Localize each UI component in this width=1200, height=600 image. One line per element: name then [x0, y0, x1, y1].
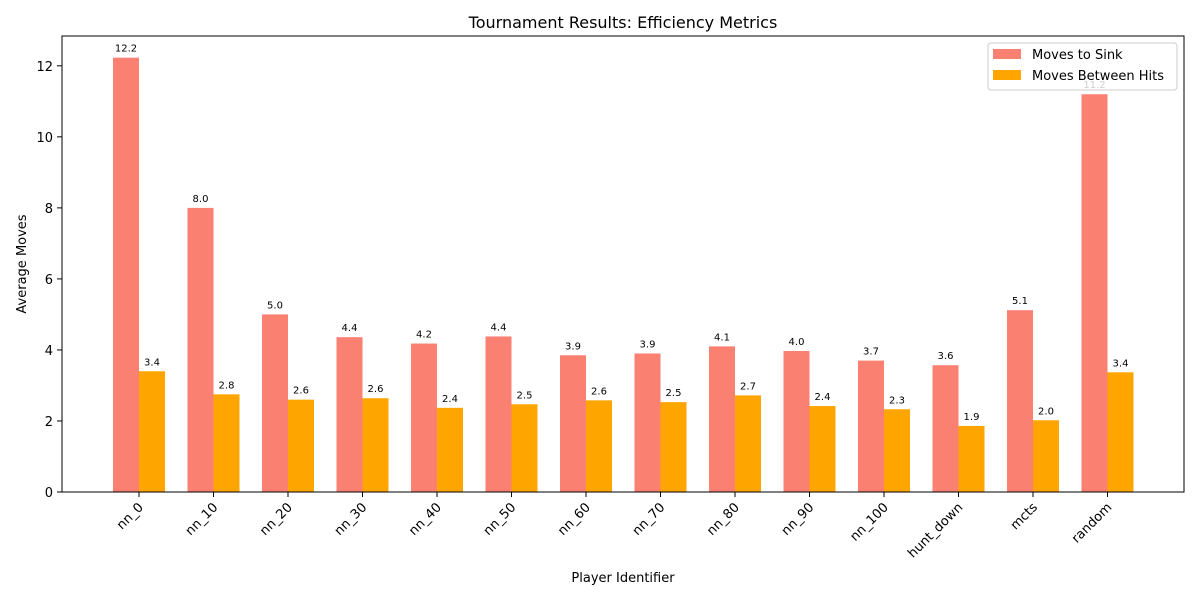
bar-value-label: 12.2	[115, 44, 137, 55]
bar-moves-to-sink-random	[1081, 94, 1108, 493]
y-axis: 0 2 4 6 8 10 12	[36, 60, 62, 501]
x-tick-label: nn_60	[555, 500, 594, 539]
x-tick-label: nn_30	[332, 500, 371, 539]
x-axis: nn_0 nn_10 nn_20 nn_30 nn_40 nn_50 nn_60 nn_70 n…	[114, 492, 1115, 561]
bar-moves-between-hits-nn_90	[809, 406, 836, 492]
x-tick-label: nn_90	[779, 500, 818, 539]
legend-box	[987, 42, 1178, 91]
y-tick-label: 10	[36, 131, 53, 146]
bar-value-label: 3.9	[565, 341, 581, 352]
bars-group	[113, 57, 1134, 493]
legend-label-moves-between-hits: Moves Between Hits	[1032, 69, 1164, 84]
y-tick-label: 6	[45, 273, 53, 288]
bar-moves-to-sink-nn_0	[113, 57, 139, 493]
bar-value-label: 2.3	[889, 395, 905, 406]
bar-moves-between-hits-nn_20	[288, 399, 314, 492]
bar-value-label: 2.6	[293, 386, 309, 397]
bar-moves-to-sink-nn_90	[783, 351, 810, 492]
bar-value-label: 2.5	[517, 390, 533, 401]
x-tick-label: hunt_down	[905, 500, 966, 561]
bar-value-label: 4.2	[416, 330, 432, 341]
bar-value-label: 2.4	[815, 392, 831, 403]
plot-frame	[61, 35, 1185, 493]
chart-title: Tournament Results: Efficiency Metrics	[468, 13, 778, 32]
y-tick-label: 8	[45, 202, 53, 217]
bar-value-label: 3.6	[938, 351, 954, 362]
bar-moves-to-sink-nn_80	[709, 346, 735, 492]
y-tick-label: 4	[45, 344, 53, 359]
bar-moves-between-hits-nn_60	[586, 400, 612, 492]
bar-value-label: 2.0	[1038, 406, 1054, 417]
bar-value-label: 4.0	[789, 337, 805, 348]
bar-value-label: 2.6	[591, 386, 607, 397]
bar-moves-between-hits-nn_40	[437, 407, 463, 492]
bar-value-label: 3.4	[144, 357, 160, 368]
bar-value-label: 3.4	[1113, 358, 1129, 369]
bar-moves-between-hits-nn_80	[735, 395, 761, 492]
bar-value-label: 4.1	[714, 332, 730, 343]
x-tick-label: nn_80	[704, 500, 743, 539]
bar-moves-to-sink-nn_10	[187, 207, 214, 492]
bar-moves-between-hits-nn_70	[660, 402, 687, 492]
y-tick-label: 0	[45, 486, 53, 501]
bar-moves-between-hits-nn_10	[213, 394, 240, 492]
bar-moves-to-sink-nn_20	[262, 314, 288, 492]
bar-value-label: 8.0	[193, 194, 209, 205]
bar-value-label: 2.7	[740, 381, 756, 392]
bar-value-label: 2.4	[442, 394, 458, 405]
bar-moves-between-hits-nn_0	[139, 371, 165, 492]
bar-moves-to-sink-mcts	[1007, 310, 1033, 492]
bar-moves-to-sink-nn_100	[858, 360, 884, 492]
x-tick-label: nn_10	[183, 500, 222, 539]
y-tick-label: 12	[36, 60, 53, 75]
bar-value-label: 5.0	[267, 300, 283, 311]
x-tick-label: random	[1069, 500, 1115, 546]
bar-value-label: 2.6	[368, 384, 384, 395]
y-axis-label: Average Moves	[15, 214, 30, 313]
bar-value-label: 3.7	[863, 347, 879, 358]
bar-value-label: 2.8	[219, 380, 235, 391]
x-tick-label: mcts	[1008, 500, 1041, 533]
bar-moves-to-sink-nn_30	[336, 337, 363, 492]
x-tick-label: nn_100	[847, 500, 891, 544]
x-tick-label: nn_20	[257, 500, 296, 539]
bar-moves-to-sink-nn_40	[411, 343, 437, 492]
bar-value-label: 4.4	[491, 322, 507, 333]
legend-swatch-moves-to-sink	[993, 49, 1021, 59]
bar-moves-between-hits-nn_50	[511, 404, 538, 492]
bar-moves-between-hits-nn_100	[884, 409, 910, 492]
bar-value-label: 2.5	[666, 388, 682, 399]
x-tick-label: nn_70	[630, 500, 669, 539]
bar-value-label: 1.9	[964, 412, 980, 423]
bar-value-label: 5.1	[1012, 296, 1028, 307]
bar-value-label: 4.4	[342, 323, 358, 334]
bar-value-label: 3.9	[640, 339, 656, 350]
x-axis-label: Player Identifier	[571, 571, 675, 586]
bar-moves-to-sink-nn_60	[560, 355, 586, 492]
x-tick-label: nn_40	[406, 500, 445, 539]
legend: Moves to Sink Moves Between Hits	[987, 42, 1178, 91]
bar-moves-to-sink-hunt_down	[932, 365, 959, 492]
bar-moves-between-hits-mcts	[1033, 420, 1059, 492]
y-tick-label: 2	[45, 415, 53, 430]
x-tick-label: nn_50	[481, 500, 520, 539]
x-tick-label: nn_0	[114, 500, 147, 533]
bar-moves-to-sink-nn_70	[634, 353, 661, 492]
bar-moves-to-sink-nn_50	[485, 336, 512, 492]
legend-swatch-moves-between-hits	[993, 70, 1021, 80]
bar-moves-between-hits-nn_30	[362, 398, 389, 492]
bar-moves-between-hits-random	[1107, 372, 1134, 492]
legend-label-moves-to-sink: Moves to Sink	[1032, 48, 1123, 63]
bar-moves-between-hits-hunt_down	[958, 425, 985, 492]
